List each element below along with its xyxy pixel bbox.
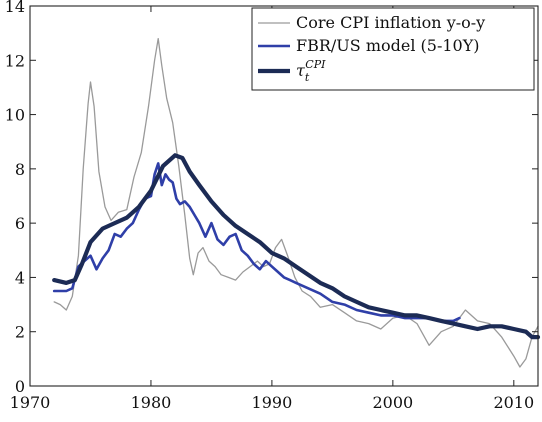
legend-label-2: FBR/US model (5-10Y) xyxy=(296,36,480,55)
series-line-3 xyxy=(52,153,541,340)
y-tick-label: 10 xyxy=(5,106,25,125)
legend-box xyxy=(251,7,535,91)
series-line-2 xyxy=(52,162,461,323)
y-tick-label: 12 xyxy=(5,51,25,70)
legend-label-sup: CPI xyxy=(305,58,326,71)
plot-frame xyxy=(29,5,539,387)
x-tick-label: 2000 xyxy=(372,393,413,412)
series-line-1 xyxy=(53,37,539,368)
legend-label-3: τtCPI xyxy=(296,58,326,84)
y-tick-label: 6 xyxy=(15,214,25,233)
y-tick-label: 0 xyxy=(15,377,25,396)
x-tick-label: 2010 xyxy=(493,393,534,412)
y-tick-label: 4 xyxy=(15,268,25,287)
x-tick-label: 1980 xyxy=(131,393,172,412)
legend-label-main: τ xyxy=(296,61,306,80)
y-tick-label: 2 xyxy=(15,323,25,342)
legend-label-sub: t xyxy=(305,71,310,84)
x-tick-label: 1970 xyxy=(10,393,51,412)
y-tick-label: 8 xyxy=(15,160,25,179)
y-tick-label: 14 xyxy=(5,0,25,16)
legend-label-1: Core CPI inflation y-o-y xyxy=(296,13,485,32)
x-tick-label: 1990 xyxy=(252,393,293,412)
